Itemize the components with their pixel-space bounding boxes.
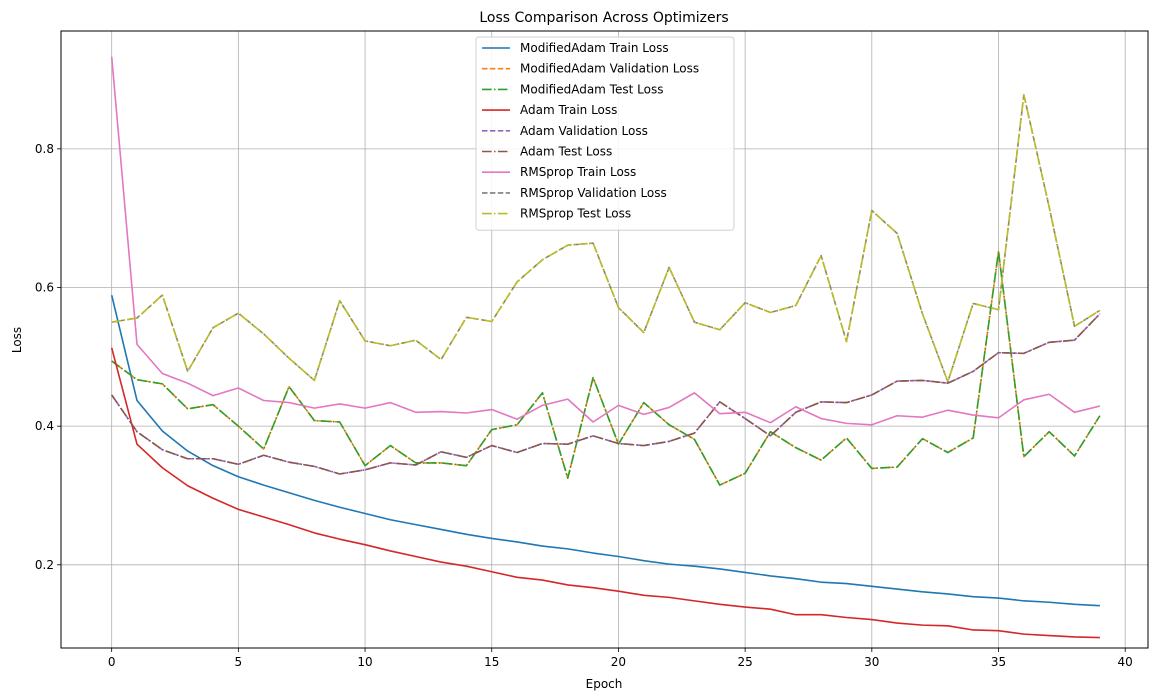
x-axis-label: Epoch — [586, 677, 623, 691]
legend-box — [475, 36, 735, 231]
axis-ticks: 0 5 10 15 20 25 30 35 40 0.2 0.4 0.6 0.8 — [35, 142, 1133, 669]
x-tick-label: 35 — [991, 655, 1006, 669]
legend-label: RMSprop Train Loss — [520, 165, 636, 179]
series-line-9 — [111, 93, 1101, 383]
legend-label: ModifiedAdam Test Loss — [520, 82, 663, 96]
legend-label: Adam Validation Loss — [520, 124, 648, 138]
y-axis-label: Loss — [10, 327, 24, 353]
series-line-1 — [110, 294, 1100, 607]
legend-label: ModifiedAdam Validation Loss — [520, 62, 699, 76]
plot-frame — [60, 30, 1149, 649]
x-tick-label: 30 — [864, 655, 879, 669]
legend-label: Adam Test Loss — [520, 145, 612, 159]
x-tick-label: 10 — [357, 655, 372, 669]
x-tick-label: 15 — [484, 655, 499, 669]
legend-label: RMSprop Validation Loss — [520, 186, 667, 200]
legend-label: ModifiedAdam Train Loss — [520, 41, 669, 55]
x-tick-label: 5 — [235, 655, 243, 669]
series-line-7 — [110, 56, 1101, 426]
y-tick-label: 0.8 — [35, 142, 54, 156]
y-tick-label: 0.4 — [35, 419, 54, 433]
x-tick-label: 20 — [611, 655, 626, 669]
legend-label: RMSprop Test Loss — [520, 207, 631, 221]
x-tick-label: 0 — [108, 655, 116, 669]
y-tick-label: 0.2 — [35, 558, 54, 572]
series-layer — [110, 56, 1101, 639]
series-line-4 — [110, 347, 1100, 639]
series-line-6 — [111, 313, 1101, 475]
legend-label: Adam Train Loss — [520, 103, 617, 117]
legend: ModifiedAdam Train Loss ModifiedAdam Vali… — [475, 36, 735, 231]
x-tick-label: 25 — [737, 655, 752, 669]
y-tick-label: 0.6 — [35, 281, 54, 295]
x-tick-label: 40 — [1118, 655, 1133, 669]
chart-title: Loss Comparison Across Optimizers — [479, 10, 728, 26]
series-line-8 — [111, 93, 1101, 383]
series-line-3 — [111, 250, 1101, 486]
